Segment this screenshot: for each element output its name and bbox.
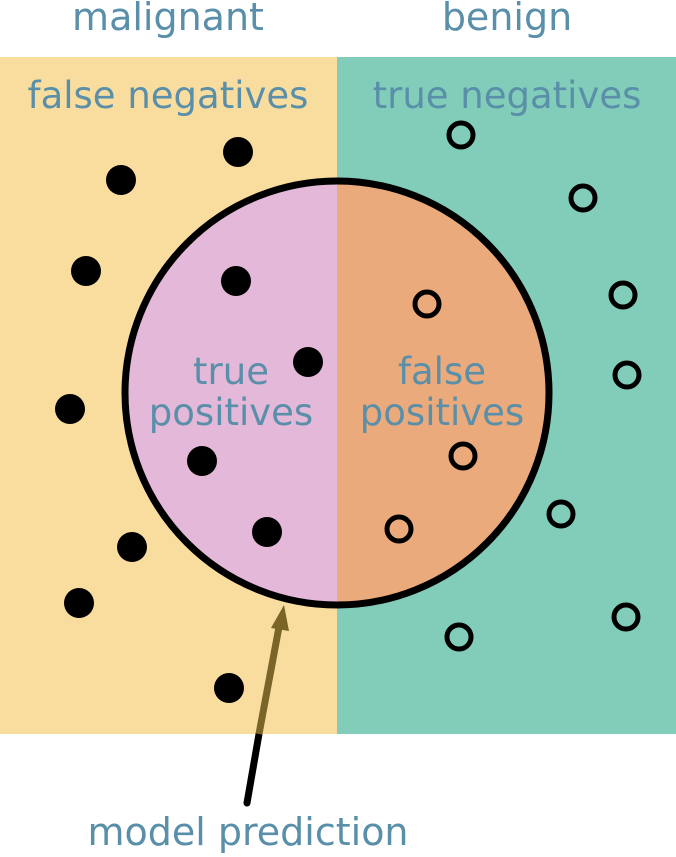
arrow-shaft-upper [255,626,283,735]
false-positives-area [337,181,549,605]
malignant-dot [106,165,136,195]
malignant-dot [214,673,244,703]
arrow-shaft-lower [243,730,263,807]
benign-ring [446,120,476,150]
malignant-dot [64,588,94,618]
benign-ring [412,289,442,319]
benign-ring [444,622,474,652]
malignant-dot [293,347,323,377]
true-negatives-label: true negatives [373,74,642,117]
benign-ring [611,602,641,632]
false-positives-label-line1: false [398,350,486,393]
true-positives-label-line2: positives [149,391,313,434]
malignant-dot [221,266,251,296]
arrow-head [271,605,289,631]
malignant-dot [223,137,253,167]
false-negatives-label: false negatives [28,74,309,117]
benign-samples [384,120,642,652]
benign-ring [384,514,414,544]
false-positives-label-line2: positives [360,391,524,434]
model-prediction-circle [121,177,553,609]
malignant-dot [252,517,282,547]
malignant-dot [187,446,217,476]
malignant-header: malignant [72,0,264,39]
true-positives-area [125,181,337,605]
malignant-samples [55,137,323,703]
benign-ring [568,183,598,213]
benign-header: benign [442,0,572,39]
benign-ring [608,280,638,310]
model-prediction-caption: model prediction [87,810,408,854]
benign-ring [612,360,642,390]
true-positives-label-line1: true [193,350,269,393]
benign-ring [546,499,576,529]
malignant-dot [117,532,147,562]
benign-ring [448,441,478,471]
malignant-dot [55,394,85,424]
malignant-dot [71,256,101,286]
model-prediction-arrow [243,605,289,807]
